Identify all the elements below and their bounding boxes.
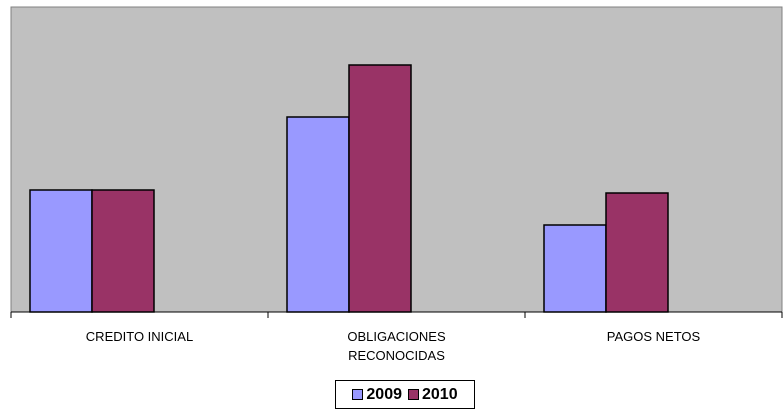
legend: 2009 2010 — [335, 380, 475, 409]
bar-2009-3 — [543, 224, 607, 313]
legend-label-2010: 2010 — [422, 385, 458, 403]
bar-2010-3 — [605, 192, 669, 313]
x-ticks — [10, 312, 783, 318]
category-label-1: CREDITO INICIAL — [86, 329, 193, 344]
legend-label-2009: 2009 — [366, 385, 402, 403]
category-labels: CREDITO INICIAL OBLIGACIONES RECONOCIDAS PA… — [86, 329, 701, 363]
legend-swatch-2010 — [408, 389, 419, 400]
legend-item-2009: 2009 — [352, 386, 402, 404]
bars-group — [29, 64, 669, 313]
bar-2010-2 — [348, 64, 412, 313]
legend-item-2010: 2010 — [408, 386, 458, 404]
legend-swatch-2009 — [352, 389, 364, 400]
bar-2009-2 — [286, 116, 350, 313]
category-label-3: PAGOS NETOS — [607, 329, 701, 344]
category-label-2: OBLIGACIONES RECONOCIDAS — [347, 329, 446, 363]
bar-2010-1 — [91, 189, 155, 313]
bar-2009-1 — [29, 189, 93, 313]
